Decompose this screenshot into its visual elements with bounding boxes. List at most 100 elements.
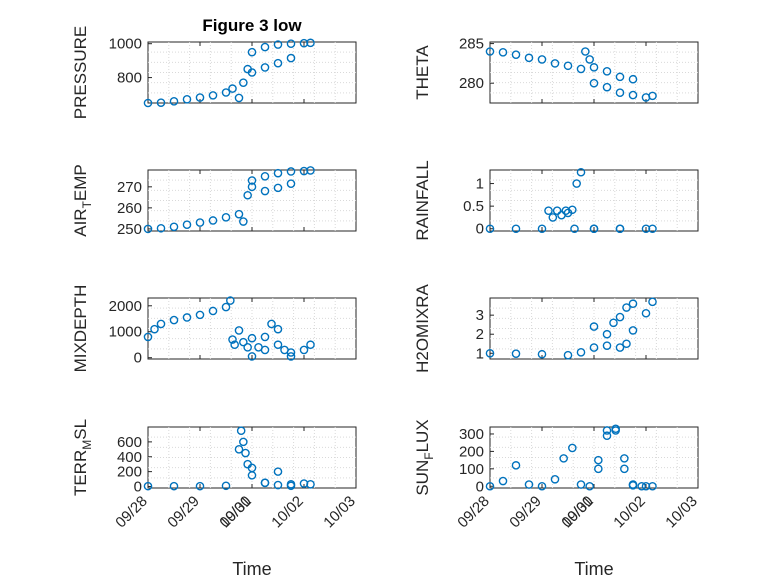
y-axis-title: AIRTEMP — [71, 164, 94, 237]
data-point — [511, 349, 521, 358]
y-axis-title: SUNFLUX — [413, 419, 436, 495]
y-axis-title: THETA — [413, 45, 432, 100]
data-point — [544, 206, 553, 215]
data-point — [195, 93, 205, 102]
data-point — [615, 312, 625, 322]
data-point — [286, 179, 296, 188]
data-point — [239, 437, 248, 447]
data-point — [247, 471, 257, 480]
data-point — [628, 74, 638, 84]
data-point — [150, 324, 159, 334]
data-point — [195, 310, 205, 320]
data-point — [537, 349, 547, 359]
data-point — [585, 55, 594, 64]
x-axis-title-right: Time — [574, 559, 613, 579]
y-tick-label: 400 — [117, 449, 142, 466]
data-point — [169, 481, 179, 491]
data-point — [208, 306, 218, 316]
data-point — [169, 315, 179, 325]
data-point — [537, 224, 547, 234]
data-point — [260, 63, 270, 72]
data-point — [286, 39, 296, 48]
data-point — [299, 345, 309, 355]
y-tick-label: 260 — [117, 200, 142, 217]
data-point — [641, 224, 651, 234]
subplot-3: 250 260 270 AIRTEMP — [71, 164, 357, 238]
y-tick-label: 0 — [476, 221, 484, 238]
data-point — [602, 341, 612, 350]
data-point — [550, 474, 560, 484]
data-point — [273, 467, 283, 476]
data-point — [563, 350, 573, 360]
data-point — [286, 167, 296, 176]
data-point — [511, 50, 521, 59]
data-point — [260, 345, 270, 355]
data-point — [628, 326, 638, 335]
data-point — [273, 40, 283, 49]
data-point — [221, 88, 231, 97]
data-point — [247, 182, 257, 192]
data-point — [628, 90, 638, 100]
y-axis-title: H2OMIXRA — [413, 283, 432, 372]
data-point — [622, 339, 631, 349]
data-point — [589, 78, 599, 88]
data-point — [306, 166, 315, 175]
x-axis-title-left: Time — [232, 559, 271, 579]
data-point — [498, 476, 508, 486]
data-point — [239, 337, 248, 347]
data-point — [589, 224, 599, 234]
data-point — [247, 68, 257, 77]
data-point — [243, 343, 252, 352]
data-point — [234, 445, 244, 454]
data-point — [620, 454, 629, 463]
data-point — [581, 47, 590, 56]
y-axis-title: MIXDEPTH — [71, 285, 90, 373]
data-point — [485, 481, 495, 491]
data-point — [234, 326, 244, 335]
data-point — [637, 481, 646, 491]
data-point — [611, 424, 620, 434]
y-axis-title: PRESSURE — [71, 26, 90, 120]
data-point — [228, 335, 237, 344]
data-point — [156, 319, 166, 329]
data-point — [260, 186, 270, 196]
subplot-2: 280 285 THETA — [413, 36, 699, 104]
data-point — [548, 213, 558, 222]
data-point — [273, 183, 283, 193]
data-point — [537, 55, 547, 64]
data-point — [143, 332, 153, 342]
data-point — [182, 220, 192, 229]
data-point — [306, 479, 315, 489]
data-point — [641, 308, 651, 318]
x-tick-label: 10/01 — [558, 493, 597, 532]
y-tick-label: 0 — [134, 350, 142, 367]
data-point — [260, 42, 270, 52]
data-point — [498, 47, 508, 57]
y-tick-label: 100 — [459, 461, 484, 478]
data-point — [576, 167, 586, 177]
data-point — [524, 480, 534, 489]
data-point — [602, 431, 612, 441]
data-point — [273, 324, 283, 334]
y-tick-label: 3 — [476, 307, 484, 324]
data-point — [485, 348, 495, 358]
data-point — [570, 224, 579, 234]
data-point — [620, 464, 629, 474]
y-tick-label: 200 — [459, 443, 484, 460]
data-point — [286, 348, 296, 357]
data-point — [537, 481, 547, 491]
y-tick-label: 270 — [117, 179, 142, 196]
x-tick-label: 10/03 — [662, 493, 701, 532]
data-point — [221, 481, 231, 491]
x-tick-label: 10/03 — [320, 493, 359, 532]
subplot-5: 0 1000 2000 MIXDEPTH — [71, 285, 357, 373]
data-point — [241, 448, 250, 458]
data-point — [247, 333, 257, 343]
y-tick-label: 1000 — [109, 36, 142, 53]
y-tick-label: 2000 — [109, 298, 142, 315]
data-point — [143, 481, 153, 491]
data-point — [648, 297, 657, 307]
data-point — [260, 332, 270, 342]
